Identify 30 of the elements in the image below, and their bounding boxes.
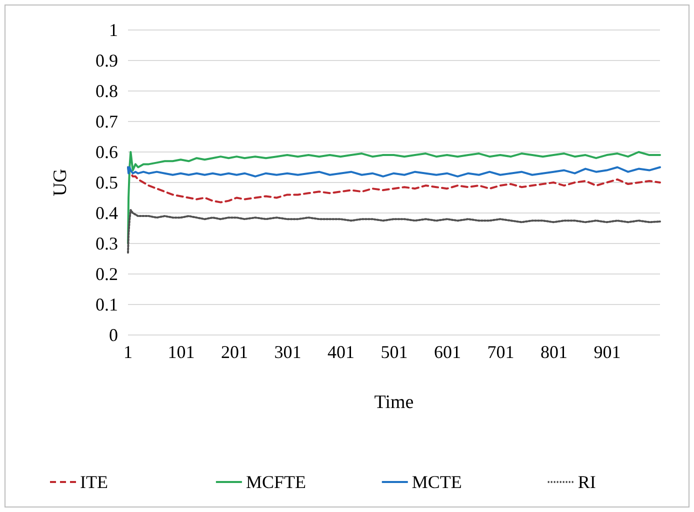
y-tick-label: 0.7	[96, 111, 118, 132]
legend-label: RI	[578, 472, 596, 492]
x-tick-label: 101	[168, 342, 195, 362]
y-tick-label: 1	[109, 20, 118, 40]
x-tick-label: 801	[540, 342, 568, 362]
x-tick-label: 701	[487, 342, 514, 362]
y-tick-label: 0	[109, 324, 118, 345]
y-tick-label: 0.4	[96, 202, 118, 223]
x-tick-label: 201	[221, 342, 248, 362]
line-series	[127, 166, 661, 178]
y-axis-title: UG	[50, 168, 71, 196]
y-tick-label: 0.1	[96, 294, 118, 314]
line-series	[127, 151, 661, 244]
x-tick-label: 1	[124, 342, 132, 362]
y-tick-label: 0.5	[96, 172, 118, 192]
legend-label: MCFTE	[246, 472, 306, 492]
y-tick-label: 0.8	[96, 80, 118, 101]
y-tick-label: 0.2	[96, 264, 118, 284]
x-tick-label: 901	[594, 342, 621, 362]
line-series	[127, 208, 661, 254]
x-tick-label: 401	[328, 342, 355, 362]
legend-label: ITE	[80, 472, 108, 492]
legend-label: MCTE	[412, 472, 462, 492]
x-tick-label: 601	[434, 342, 462, 362]
y-tick-label: 0.3	[96, 233, 118, 254]
x-tick-label: 501	[380, 342, 408, 362]
x-tick-label: 301	[274, 342, 302, 362]
y-tick-label: 0.6	[96, 142, 118, 162]
x-axis-title: Time	[374, 392, 414, 413]
y-tick-label: 0.9	[96, 50, 118, 70]
